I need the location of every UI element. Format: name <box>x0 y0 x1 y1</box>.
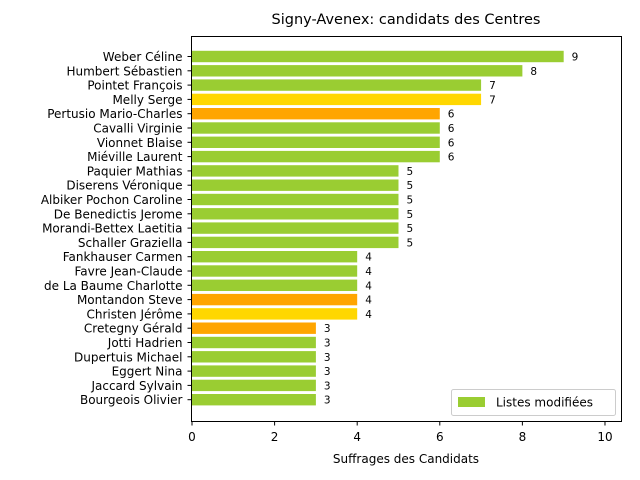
category-label: Diserens Véronique <box>66 179 182 193</box>
bar-value-label: 3 <box>324 323 331 335</box>
bar <box>192 136 440 148</box>
category-label: Cretegny Gérald <box>84 322 183 336</box>
bar-value-label: 8 <box>530 66 537 78</box>
bar-value-label: 9 <box>572 52 579 64</box>
category-label: Paquier Mathias <box>87 164 183 178</box>
legend: Listes modifiées <box>451 389 616 416</box>
category-label: Jaccard Sylvain <box>90 379 182 393</box>
bar <box>192 122 440 134</box>
bar <box>192 208 399 220</box>
category-label: Dupertuis Michael <box>74 350 182 364</box>
category-label: Jotti Hadrien <box>107 336 183 350</box>
bar <box>192 379 316 392</box>
bar-value-label: 5 <box>406 180 413 192</box>
bar <box>192 293 358 306</box>
legend-label: Listes modifiées <box>496 396 593 410</box>
category-label: Morandi-Bettex Laetitia <box>42 222 182 236</box>
bar <box>192 308 358 320</box>
bar-value-label: 5 <box>406 166 413 178</box>
category-label: Albiker Pochon Caroline <box>41 193 183 207</box>
category-label: Cavalli Virginie <box>93 122 182 136</box>
bar-value-label: 7 <box>489 80 496 92</box>
bar <box>192 50 564 63</box>
bar <box>192 351 316 363</box>
bar <box>192 193 399 206</box>
bar-value-label: 3 <box>324 395 331 407</box>
category-label: Christen Jérôme <box>86 307 182 321</box>
x-tick-label: 6 <box>436 430 444 444</box>
category-label: De Benedictis Jerome <box>54 207 183 221</box>
x-axis-label: Suffrages des Candidats <box>333 452 479 466</box>
bar-value-label: 4 <box>365 252 372 264</box>
x-tick-label: 2 <box>271 430 279 444</box>
bar <box>192 108 440 120</box>
bar-value-label: 4 <box>365 295 372 307</box>
bar-value-label: 6 <box>448 123 455 135</box>
legend-box <box>451 389 616 416</box>
bar <box>192 79 482 91</box>
bar <box>192 279 358 291</box>
bar <box>192 394 316 406</box>
bar <box>192 93 482 106</box>
bar <box>192 222 399 234</box>
category-label: de La Baume Charlotte <box>44 279 183 293</box>
category-label: Fankhauser Carmen <box>63 250 183 264</box>
category-label: Miéville Laurent <box>87 150 183 164</box>
bar <box>192 336 316 349</box>
bar <box>192 236 399 249</box>
category-label: Weber Céline <box>103 50 183 64</box>
bar <box>192 165 399 177</box>
category-label: Melly Serge <box>112 93 182 107</box>
x-tick-label: 8 <box>519 430 527 444</box>
bar-value-label: 4 <box>365 280 372 292</box>
bar-value-label: 5 <box>406 237 413 249</box>
bar <box>192 150 440 163</box>
x-tick-label: 0 <box>188 430 196 444</box>
chart-title: Signy-Avenex: candidats des Centres <box>272 12 541 28</box>
bar-value-label: 3 <box>324 380 331 392</box>
category-label: Pertusio Mario-Charles <box>47 107 182 121</box>
x-tick-label: 4 <box>353 430 361 444</box>
x-tick-label: 10 <box>597 430 612 444</box>
bar-value-label: 3 <box>324 366 331 378</box>
plot-frame <box>191 36 622 422</box>
bar-value-label: 4 <box>365 266 372 278</box>
category-label: Eggert Nina <box>112 365 183 379</box>
category-label: Favre Jean-Claude <box>74 265 182 279</box>
category-label: Humbert Sébastien <box>66 64 182 78</box>
bars-layer: 9 8 7 7 6 6 6 6 5 5 5 5 5 5 4 4 4 4 4 3 3 3 3 3 3 <box>192 50 579 407</box>
bar-value-label: 5 <box>406 223 413 235</box>
bar-value-label: 5 <box>406 195 413 207</box>
bar-value-label: 5 <box>406 209 413 221</box>
category-label: Bourgeois Olivier <box>80 393 183 407</box>
bar-value-label: 3 <box>324 338 331 350</box>
bar <box>192 365 316 377</box>
bar <box>192 322 316 334</box>
category-label: Schaller Graziella <box>78 236 183 250</box>
bar <box>192 265 358 277</box>
bar-value-label: 6 <box>448 152 455 164</box>
category-label: Pointet François <box>87 79 182 93</box>
bar <box>192 251 358 263</box>
bar-value-label: 7 <box>489 94 496 106</box>
legend-swatch <box>458 397 485 407</box>
bar-value-label: 6 <box>448 137 455 149</box>
bar <box>192 65 523 77</box>
bar-value-label: 3 <box>324 352 331 364</box>
category-label: Montandon Steve <box>77 293 183 307</box>
bar <box>192 179 399 191</box>
category-label: Vionnet Blaise <box>97 136 183 150</box>
bar-value-label: 6 <box>448 109 455 121</box>
bar-value-label: 4 <box>365 309 372 321</box>
